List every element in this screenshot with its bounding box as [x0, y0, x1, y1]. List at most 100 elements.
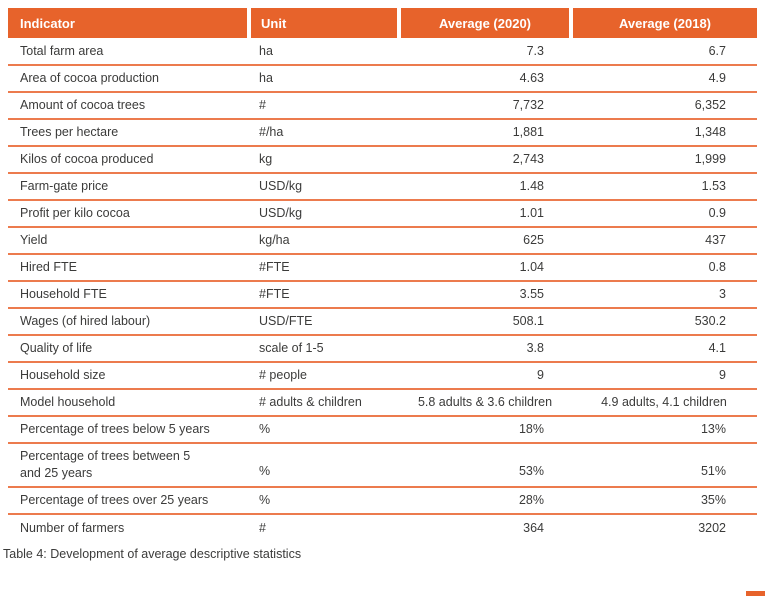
table-row: Household size # people 9 9 [8, 361, 757, 389]
cell-unit: kg/ha [249, 226, 399, 254]
cell-unit: % [249, 415, 399, 443]
table-body: Total farm area ha 7.3 6.7 Area of cocoa pro… [8, 38, 757, 541]
cell-avg-2018: 3202 [571, 513, 757, 541]
cell-avg-2020: 28% [399, 486, 571, 514]
cell-indicator: Profit per kilo cocoa [8, 199, 249, 227]
table-row: Kilos of cocoa produced kg 2,743 1,999 [8, 145, 757, 173]
cell-indicator: Amount of cocoa trees [8, 91, 249, 119]
statistics-table: Indicator Unit Average (2020) Average (2… [8, 8, 757, 541]
cell-avg-2020: 508.1 [399, 307, 571, 335]
table-row: Yield kg/ha 625 437 [8, 226, 757, 254]
cell-unit: # [249, 91, 399, 119]
cell-indicator: Yield [8, 226, 249, 254]
cell-unit: USD/FTE [249, 307, 399, 335]
header-average-2020: Average (2020) [397, 8, 571, 38]
cell-avg-2018: 4.1 [571, 334, 757, 362]
table-row: Trees per hectare #/ha 1,881 1,348 [8, 118, 757, 146]
cell-avg-2018: 1,348 [571, 118, 757, 146]
cell-unit: ha [249, 64, 399, 92]
cell-avg-2020: 1.04 [399, 253, 571, 281]
cell-indicator: Quality of life [8, 334, 249, 362]
cell-avg-2020: 9 [399, 361, 571, 389]
page-corner-mark [746, 591, 765, 596]
cell-indicator: Household size [8, 361, 249, 389]
table-row: Total farm area ha 7.3 6.7 [8, 38, 757, 65]
table-row: Farm-gate price USD/kg 1.48 1.53 [8, 172, 757, 200]
cell-indicator: Trees per hectare [8, 118, 249, 146]
cell-unit: ha [259, 43, 273, 58]
cell-unit: scale of 1-5 [249, 334, 399, 362]
cell-avg-2018: 6.7 [708, 43, 726, 58]
cell-unit: # people [249, 361, 399, 389]
table-row: Area of cocoa production ha 4.63 4.9 [8, 64, 757, 92]
table-row: Percentage of trees below 5 years% 18% 13% [8, 415, 757, 443]
cell-indicator: Hired FTE [8, 253, 249, 281]
cell-indicator: Percentage of trees below 5 years [8, 415, 249, 443]
cell-avg-2018: 3 [571, 280, 757, 308]
table-caption: Table 4: Development of average descript… [3, 547, 302, 561]
header-indicator: Indicator [8, 8, 249, 38]
cell-unit: USD/kg [249, 199, 399, 227]
table-row: Quality of life scale of 1-5 3.8 4.1 [8, 334, 757, 362]
cell-avg-2018: 6,352 [571, 91, 757, 119]
header-unit: Unit [247, 8, 399, 38]
cell-avg-2020: 3.55 [399, 280, 571, 308]
cell-avg-2020: 4.63 [399, 64, 571, 92]
table-row: Household FTE #FTE 3.55 3 [8, 280, 757, 308]
cell-avg-2018: 4.9 [571, 64, 757, 92]
cell-avg-2018: 51% [571, 442, 757, 487]
cell-avg-2020: 5.8 adults & 3.6 children [399, 388, 571, 416]
table-row: Amount of cocoa trees #7,732 6,352 [8, 91, 757, 119]
cell-unit: #FTE [249, 253, 399, 281]
cell-indicator: Area of cocoa production [8, 64, 249, 92]
cell-avg-2020: 1.48 [399, 172, 571, 200]
cell-avg-2020: 53% [399, 442, 571, 487]
header-average-2018: Average (2018) [569, 8, 757, 38]
cell-avg-2018: 0.9 [571, 199, 757, 227]
header-row: Indicator Unit Average (2020) Average (2… [8, 8, 757, 38]
cell-unit: # [249, 513, 399, 541]
cell-avg-2020: 1.01 [399, 199, 571, 227]
table-row: Percentage of trees over 25 years% 28% 35% [8, 486, 757, 514]
table-row: Hired FTE #FTE 1.04 0.8 [8, 253, 757, 281]
cell-indicator: Kilos of cocoa produced [8, 145, 249, 173]
cell-avg-2018: 13% [571, 415, 757, 443]
cell-avg-2018: 530.2 [571, 307, 757, 335]
cell-avg-2018: 1,999 [571, 145, 757, 173]
table-row: Percentage of trees between 5 and 25 yea… [8, 442, 757, 487]
cell-unit: % [249, 486, 399, 514]
cell-avg-2018: 35% [571, 486, 757, 514]
cell-avg-2020: 7,732 [399, 91, 571, 119]
table-row: Number of farmers #364 3202 [8, 513, 757, 541]
cell-avg-2020: 7.3 [526, 43, 544, 58]
table-row: Wages (of hired labour) USD/FTE 508.1 530.2 [8, 307, 757, 335]
cell-unit: % [249, 442, 399, 487]
cell-avg-2020: 2,743 [399, 145, 571, 173]
cell-indicator: Percentage of trees over 25 years [8, 486, 249, 514]
cell-indicator: Model household [8, 388, 249, 416]
cell-indicator: Farm-gate price [8, 172, 249, 200]
cell-unit: #FTE [249, 280, 399, 308]
cell-avg-2018: 0.8 [571, 253, 757, 281]
cell-avg-2018: 1.53 [571, 172, 757, 200]
cell-unit: #/ha [249, 118, 399, 146]
cell-indicator: Wages (of hired labour) [8, 307, 249, 335]
cell-unit: USD/kg [249, 172, 399, 200]
cell-avg-2020: 18% [399, 415, 571, 443]
cell-avg-2018: 9 [571, 361, 757, 389]
cell-avg-2020: 625 [399, 226, 571, 254]
cell-indicator: Percentage of trees between 5 and 25 yea… [8, 442, 249, 487]
cell-avg-2020: 3.8 [399, 334, 571, 362]
cell-avg-2020: 1,881 [399, 118, 571, 146]
cell-indicator: Total farm area [20, 43, 104, 58]
page: Indicator Unit Average (2020) Average (2… [3, 8, 757, 561]
cell-unit: # adults & children [249, 388, 399, 416]
cell-avg-2018: 4.9 adults, 4.1 children [571, 388, 757, 416]
table-header: Indicator Unit Average (2020) Average (2… [8, 8, 757, 38]
table-row: Profit per kilo cocoa USD/kg 1.01 0.9 [8, 199, 757, 227]
cell-unit: kg [249, 145, 399, 173]
cell-avg-2018: 437 [571, 226, 757, 254]
cell-avg-2020: 364 [399, 513, 571, 541]
table-row: Model household # adults & children 5.8 ad… [8, 388, 757, 416]
cell-indicator: Household FTE [8, 280, 249, 308]
